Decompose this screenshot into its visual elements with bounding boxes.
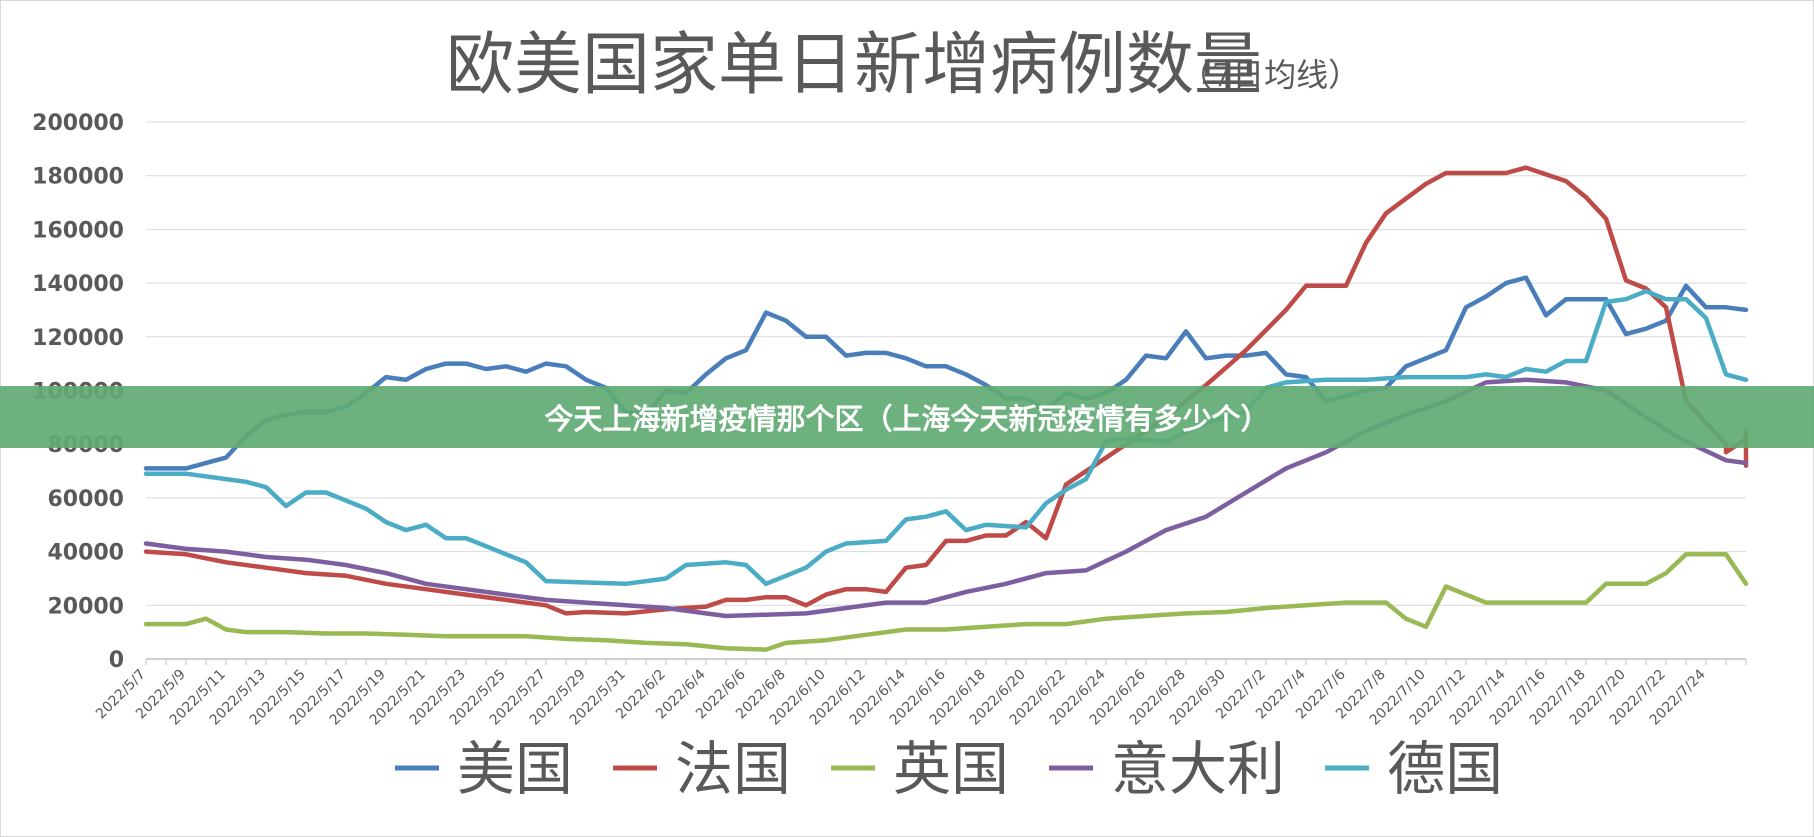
y-tick-label: 180000 bbox=[32, 165, 124, 190]
x-axis: 2022/5/72022/5/92022/5/112022/5/132022/5… bbox=[93, 659, 1747, 729]
series-line-2 bbox=[143, 552, 1749, 652]
y-tick-label: 40000 bbox=[47, 541, 124, 566]
series-lines bbox=[143, 165, 1749, 652]
series-line-3 bbox=[143, 377, 1749, 619]
y-tick-label: 140000 bbox=[32, 272, 124, 297]
series-line-1 bbox=[143, 165, 1749, 616]
banner-text: 今天上海新增疫情那个区（上海今天新冠疫情有多少个） bbox=[544, 402, 1270, 436]
y-tick-label: 0 bbox=[109, 648, 124, 673]
legend: 美国 法国 英国 意大利 德国 bbox=[395, 735, 1503, 803]
legend-label: 法国 bbox=[675, 735, 791, 803]
y-tick-label: 160000 bbox=[32, 218, 124, 243]
y-tick-label: 120000 bbox=[32, 326, 124, 351]
y-tick-label: 20000 bbox=[47, 594, 124, 619]
legend-label: 德国 bbox=[1387, 735, 1503, 803]
overlay-banner: 今天上海新增疫情那个区（上海今天新冠疫情有多少个） bbox=[0, 386, 1814, 448]
y-tick-label: 60000 bbox=[47, 487, 124, 512]
chart-title: 欧美国家单日新增病例数量 bbox=[446, 26, 1262, 105]
legend-label: 英国 bbox=[893, 735, 1009, 803]
series-line-0 bbox=[143, 275, 1749, 471]
legend-label: 意大利 bbox=[1111, 735, 1285, 803]
series-line-4 bbox=[143, 288, 1749, 587]
legend-label: 美国 bbox=[457, 735, 573, 803]
y-tick-label: 200000 bbox=[32, 111, 124, 136]
chart-subtitle: （7日均线） bbox=[1180, 56, 1360, 94]
